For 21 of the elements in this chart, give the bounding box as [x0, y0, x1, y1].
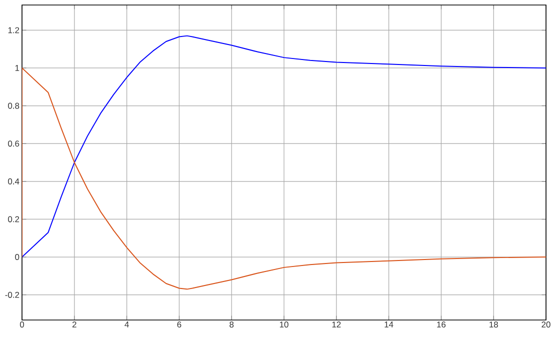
x-tick-label: 0: [20, 322, 24, 328]
x-tick-label: 14: [384, 322, 394, 328]
y-tick-label: -0.2: [5, 292, 20, 298]
y-tick-label: 0.2: [8, 216, 20, 222]
y-tick-label: 0.4: [8, 178, 20, 184]
x-tick-label: 6: [177, 322, 182, 328]
x-tick-label: 8: [230, 322, 234, 328]
x-tick-label: 4: [124, 322, 129, 328]
x-tick-label: 20: [542, 322, 550, 328]
x-tick-label: 18: [490, 322, 498, 328]
line-series: [22, 35, 546, 258]
x-tick-label: 12: [332, 322, 341, 328]
y-tick-label: 0.8: [8, 102, 20, 109]
x-tick-label: 10: [280, 322, 288, 328]
y-tick-label: 0: [15, 254, 20, 260]
y-tick-label: 0.6: [8, 140, 20, 147]
y-tick-label: 1.2: [8, 27, 20, 34]
x-tick-label: 16: [437, 322, 446, 328]
y-tick-label: 1: [15, 65, 20, 71]
line-series: [22, 67, 546, 290]
x-tick-label: 2: [72, 322, 76, 328]
